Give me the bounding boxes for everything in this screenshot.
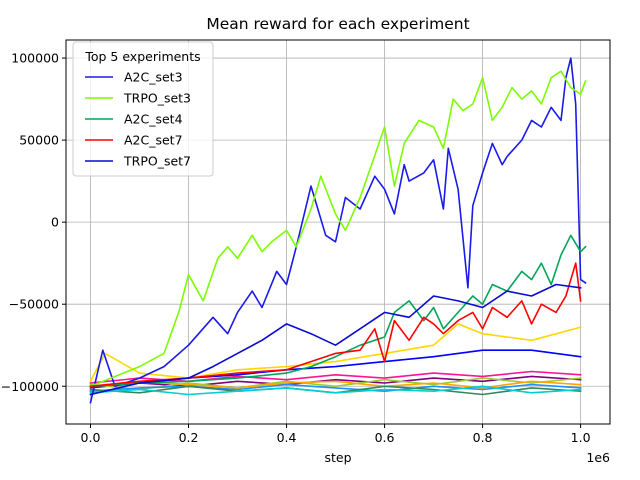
x-tick-label: 0.0: [81, 430, 101, 445]
legend-label: A2C_set3: [124, 70, 183, 85]
x-offset-label: 1e6: [586, 450, 610, 465]
series-line-trpo-set3: [89, 70, 587, 388]
series-line-trpo-set7: [89, 283, 582, 396]
series-line-background-5: [89, 385, 582, 396]
y-tick-label: 0: [51, 215, 59, 230]
x-tick-label: 1.0: [571, 430, 591, 445]
legend-label: TRPO_set7: [123, 154, 191, 169]
series-line-a2c-set3: [89, 57, 587, 404]
x-tick-label: 0.4: [277, 430, 297, 445]
legend-label: A2C_set4: [124, 112, 183, 127]
series-line-a2c-set7: [89, 262, 582, 388]
x-axis: 0.0 0.2 0.4 0.6 0.8 1.0: [81, 424, 591, 445]
plot-frame: [65, 39, 611, 425]
y-tick-label: 50000: [19, 133, 59, 148]
legend: Top 5 experiments A2C_set3TRPO_set3A2C_s…: [72, 41, 214, 177]
series-line-a2c-set4: [89, 234, 587, 388]
series-layer: [89, 57, 587, 404]
y-tick-label: −100000: [1, 379, 59, 394]
series-line-background-7: [89, 323, 582, 383]
x-tick-label: 0.8: [473, 430, 493, 445]
x-tick-label: 0.2: [179, 430, 199, 445]
chart-title: Mean reward for each experiment: [206, 15, 469, 33]
x-tick-label: 0.6: [375, 430, 395, 445]
series-line-background-1: [89, 377, 582, 391]
x-axis-label: step: [324, 450, 351, 465]
legend-title: Top 5 experiments: [84, 49, 200, 64]
y-axis: −100000 −50000 0 50000 100000: [1, 51, 66, 394]
legend-entries: A2C_set3 TRPO_set3 A2C_set4 A2C_set7 TRPO_se…: [85, 70, 191, 169]
y-tick-label: 100000: [11, 51, 59, 66]
legend-label: TRPO_set3: [123, 91, 191, 106]
legend-label: A2C_set7: [124, 133, 183, 148]
y-tick-label: −50000: [9, 297, 59, 312]
series-line-background-3: [89, 380, 582, 389]
legend-box: [72, 41, 214, 177]
